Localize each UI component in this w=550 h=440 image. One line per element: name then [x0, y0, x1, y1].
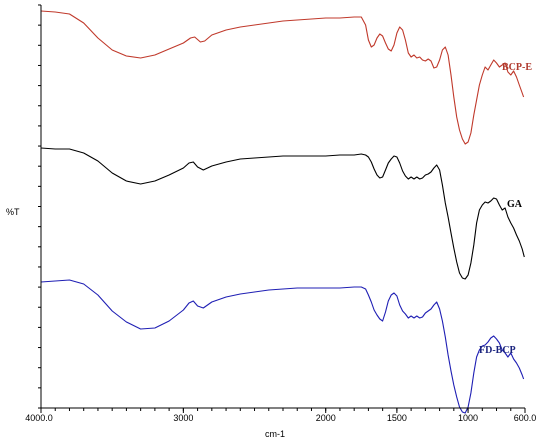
- series-label-bcp-e: BCP-E: [502, 62, 532, 73]
- series-line-ga: [40, 147, 525, 280]
- x-tick-label: 4000.0: [25, 413, 53, 423]
- axes: 4000.0 3000 2000 1500 1000 600.0: [25, 4, 537, 423]
- x-tick-label: 600.0: [514, 413, 537, 423]
- series-label-fd-bcp: FD-BCP: [479, 345, 516, 356]
- series-label-ga: GA: [507, 199, 523, 210]
- series-line-fd-bcp: [40, 279, 525, 414]
- x-tick-label: 1000: [458, 413, 478, 423]
- x-tick-label: 2000: [316, 413, 336, 423]
- series-line-bcp-e: [40, 10, 525, 145]
- y-axis-title: %T: [6, 207, 20, 217]
- plot-area: BCP-E GA FD-BCP: [40, 10, 532, 414]
- x-tick-label: 1500: [387, 413, 407, 423]
- x-tick-label: 3000: [173, 413, 193, 423]
- x-axis-title: cm-1: [265, 429, 285, 439]
